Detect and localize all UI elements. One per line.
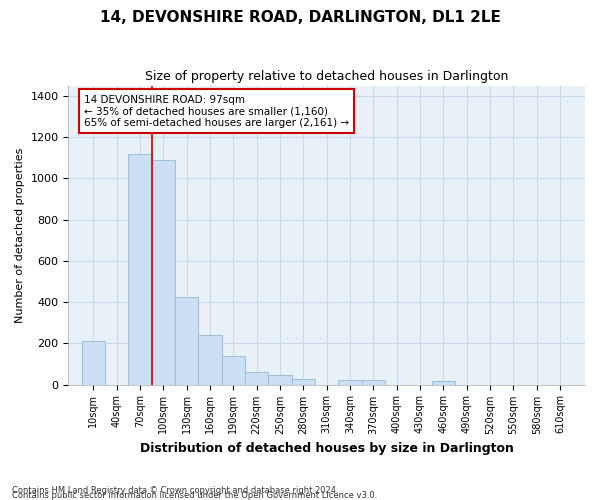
Y-axis label: Number of detached properties: Number of detached properties xyxy=(15,148,25,323)
Bar xyxy=(245,372,268,384)
Title: Size of property relative to detached houses in Darlington: Size of property relative to detached ho… xyxy=(145,70,508,83)
Bar xyxy=(362,380,385,384)
Bar xyxy=(82,342,105,384)
Text: Contains HM Land Registry data © Crown copyright and database right 2024.: Contains HM Land Registry data © Crown c… xyxy=(12,486,338,495)
Bar xyxy=(292,380,315,384)
X-axis label: Distribution of detached houses by size in Darlington: Distribution of detached houses by size … xyxy=(140,442,514,455)
Bar xyxy=(199,335,221,384)
Bar xyxy=(128,154,152,384)
Text: Contains public sector information licensed under the Open Government Licence v3: Contains public sector information licen… xyxy=(12,491,377,500)
Text: 14, DEVONSHIRE ROAD, DARLINGTON, DL1 2LE: 14, DEVONSHIRE ROAD, DARLINGTON, DL1 2LE xyxy=(100,10,500,25)
Bar xyxy=(152,160,175,384)
Bar xyxy=(338,380,362,384)
Bar xyxy=(268,376,292,384)
Bar xyxy=(221,356,245,384)
Text: 14 DEVONSHIRE ROAD: 97sqm
← 35% of detached houses are smaller (1,160)
65% of se: 14 DEVONSHIRE ROAD: 97sqm ← 35% of detac… xyxy=(84,94,349,128)
Bar xyxy=(432,382,455,384)
Bar xyxy=(175,297,199,384)
